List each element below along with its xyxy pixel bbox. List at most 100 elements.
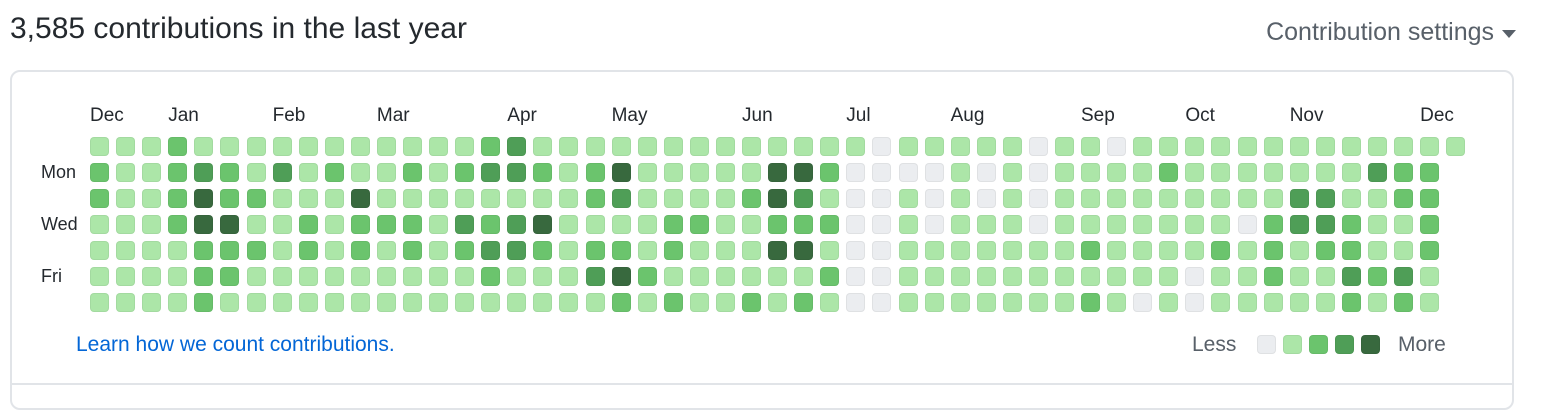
contribution-day-cell[interactable] (559, 293, 579, 312)
contribution-day-cell[interactable] (1420, 189, 1440, 208)
contribution-day-cell[interactable] (585, 267, 605, 286)
contribution-day-cell[interactable] (1002, 267, 1022, 286)
contribution-day-cell[interactable] (220, 215, 240, 234)
contribution-day-cell[interactable] (846, 267, 866, 286)
contribution-day-cell[interactable] (1133, 215, 1153, 234)
contribution-day-cell[interactable] (1367, 267, 1387, 286)
contribution-day-cell[interactable] (1159, 163, 1179, 182)
contribution-day-cell[interactable] (742, 241, 761, 260)
contribution-day-cell[interactable] (872, 137, 892, 156)
contribution-day-cell[interactable] (585, 137, 605, 156)
contribution-day-cell[interactable] (794, 137, 814, 156)
contribution-day-cell[interactable] (168, 241, 188, 260)
contribution-day-cell[interactable] (1211, 189, 1231, 208)
contribution-day-cell[interactable] (220, 241, 240, 260)
contribution-day-cell[interactable] (1394, 293, 1413, 312)
contribution-day-cell[interactable] (1055, 163, 1074, 182)
contribution-day-cell[interactable] (220, 293, 240, 312)
contribution-day-cell[interactable] (1081, 215, 1100, 234)
contribution-day-cell[interactable] (1028, 293, 1048, 312)
contribution-day-cell[interactable] (689, 267, 709, 286)
contribution-day-cell[interactable] (403, 137, 422, 156)
contribution-day-cell[interactable] (429, 215, 448, 234)
contribution-day-cell[interactable] (1185, 215, 1205, 234)
contribution-day-cell[interactable] (350, 215, 370, 234)
contribution-day-cell[interactable] (820, 137, 840, 156)
contribution-day-cell[interactable] (1159, 241, 1179, 260)
contribution-day-cell[interactable] (1263, 163, 1283, 182)
contribution-day-cell[interactable] (1263, 241, 1283, 260)
contribution-day-cell[interactable] (1107, 241, 1127, 260)
contribution-day-cell[interactable] (1341, 267, 1361, 286)
contribution-day-cell[interactable] (1289, 267, 1309, 286)
contribution-day-cell[interactable] (533, 267, 553, 286)
contribution-day-cell[interactable] (820, 189, 840, 208)
contribution-day-cell[interactable] (1002, 241, 1022, 260)
contribution-day-cell[interactable] (1211, 267, 1231, 286)
contribution-day-cell[interactable] (116, 241, 136, 260)
contribution-day-cell[interactable] (689, 137, 709, 156)
contribution-day-cell[interactable] (559, 163, 579, 182)
contribution-day-cell[interactable] (715, 267, 735, 286)
contribution-day-cell[interactable] (1107, 267, 1127, 286)
contribution-day-cell[interactable] (1394, 163, 1413, 182)
contribution-day-cell[interactable] (1002, 215, 1022, 234)
contribution-day-cell[interactable] (507, 137, 527, 156)
contribution-day-cell[interactable] (742, 189, 761, 208)
contribution-day-cell[interactable] (1133, 241, 1153, 260)
contribution-day-cell[interactable] (1237, 293, 1257, 312)
contribution-day-cell[interactable] (376, 267, 396, 286)
contribution-day-cell[interactable] (220, 267, 240, 286)
contribution-day-cell[interactable] (1367, 293, 1387, 312)
contribution-day-cell[interactable] (533, 293, 553, 312)
contribution-day-cell[interactable] (533, 163, 553, 182)
contribution-day-cell[interactable] (1002, 163, 1022, 182)
contribution-day-cell[interactable] (194, 215, 214, 234)
contribution-day-cell[interactable] (872, 241, 892, 260)
contribution-day-cell[interactable] (455, 137, 475, 156)
contribution-day-cell[interactable] (272, 215, 292, 234)
contribution-day-cell[interactable] (507, 189, 527, 208)
contribution-day-cell[interactable] (1002, 293, 1022, 312)
contribution-day-cell[interactable] (637, 189, 657, 208)
contribution-day-cell[interactable] (611, 215, 631, 234)
contribution-day-cell[interactable] (585, 241, 605, 260)
contribution-day-cell[interactable] (559, 215, 579, 234)
contribution-day-cell[interactable] (350, 189, 370, 208)
contribution-day-cell[interactable] (663, 189, 683, 208)
contribution-day-cell[interactable] (1315, 189, 1335, 208)
contribution-day-cell[interactable] (898, 293, 918, 312)
contribution-day-cell[interactable] (1394, 241, 1413, 260)
contribution-day-cell[interactable] (272, 163, 292, 182)
contribution-day-cell[interactable] (794, 267, 814, 286)
contribution-day-cell[interactable] (116, 267, 136, 286)
contribution-day-cell[interactable] (168, 137, 188, 156)
contribution-day-cell[interactable] (689, 215, 709, 234)
contribution-day-cell[interactable] (1367, 241, 1387, 260)
contribution-day-cell[interactable] (481, 241, 501, 260)
contribution-day-cell[interactable] (1289, 293, 1309, 312)
contribution-day-cell[interactable] (585, 189, 605, 208)
contribution-day-cell[interactable] (689, 241, 709, 260)
contribution-day-cell[interactable] (1420, 215, 1440, 234)
contribution-day-cell[interactable] (742, 137, 761, 156)
contribution-day-cell[interactable] (872, 189, 892, 208)
contribution-day-cell[interactable] (481, 163, 501, 182)
contribution-day-cell[interactable] (846, 163, 866, 182)
contribution-day-cell[interactable] (1159, 215, 1179, 234)
contribution-day-cell[interactable] (898, 215, 918, 234)
contribution-day-cell[interactable] (1055, 241, 1074, 260)
contribution-day-cell[interactable] (1081, 293, 1100, 312)
contribution-day-cell[interactable] (898, 163, 918, 182)
contribution-day-cell[interactable] (898, 241, 918, 260)
contribution-day-cell[interactable] (455, 293, 475, 312)
contribution-day-cell[interactable] (611, 293, 631, 312)
contribution-day-cell[interactable] (1185, 163, 1205, 182)
contribution-day-cell[interactable] (1237, 137, 1257, 156)
contribution-day-cell[interactable] (1185, 267, 1205, 286)
contribution-day-cell[interactable] (1289, 189, 1309, 208)
contribution-day-cell[interactable] (1289, 163, 1309, 182)
contribution-day-cell[interactable] (742, 267, 761, 286)
contribution-day-cell[interactable] (142, 241, 162, 260)
contribution-day-cell[interactable] (429, 137, 448, 156)
